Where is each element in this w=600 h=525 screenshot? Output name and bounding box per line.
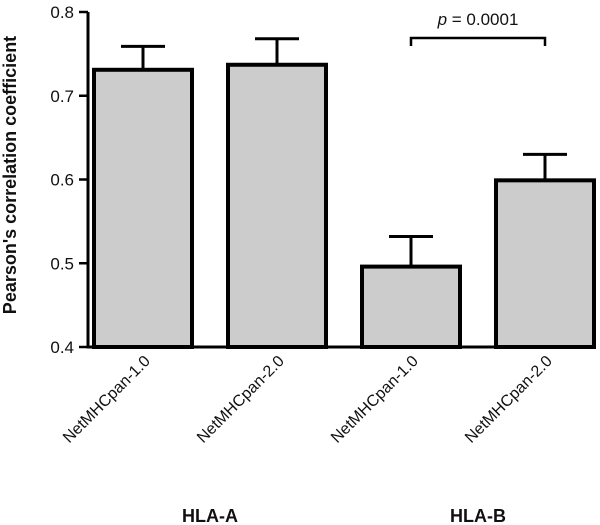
- x-tick-label: NetMHCpan-1.0: [60, 353, 154, 447]
- bar: [360, 264, 462, 350]
- y-tick-label: 0.7: [50, 87, 74, 106]
- y-tick-label: 0.5: [50, 254, 74, 273]
- bar: [92, 67, 194, 349]
- y-tick-label: 0.6: [50, 171, 74, 190]
- bar: [226, 62, 328, 349]
- group-label: HLA-A: [182, 506, 238, 525]
- p-value-text: = 0.0001: [447, 10, 518, 29]
- x-tick-label: NetMHCpan-2.0: [462, 353, 556, 447]
- y-tick-label: 0.8: [50, 3, 74, 22]
- p-value-annotation: p = 0.0001: [437, 10, 519, 29]
- p-symbol: p: [437, 10, 447, 29]
- x-tick-label: NetMHCpan-1.0: [328, 353, 422, 447]
- group-label: HLA-B: [450, 506, 506, 525]
- y-axis-label: Pearson's correlation coefficient: [0, 36, 20, 314]
- x-tick-label: NetMHCpan-2.0: [194, 353, 288, 447]
- significance-bracket: [409, 36, 547, 46]
- y-tick-label: 0.4: [50, 338, 74, 357]
- bar: [494, 178, 596, 349]
